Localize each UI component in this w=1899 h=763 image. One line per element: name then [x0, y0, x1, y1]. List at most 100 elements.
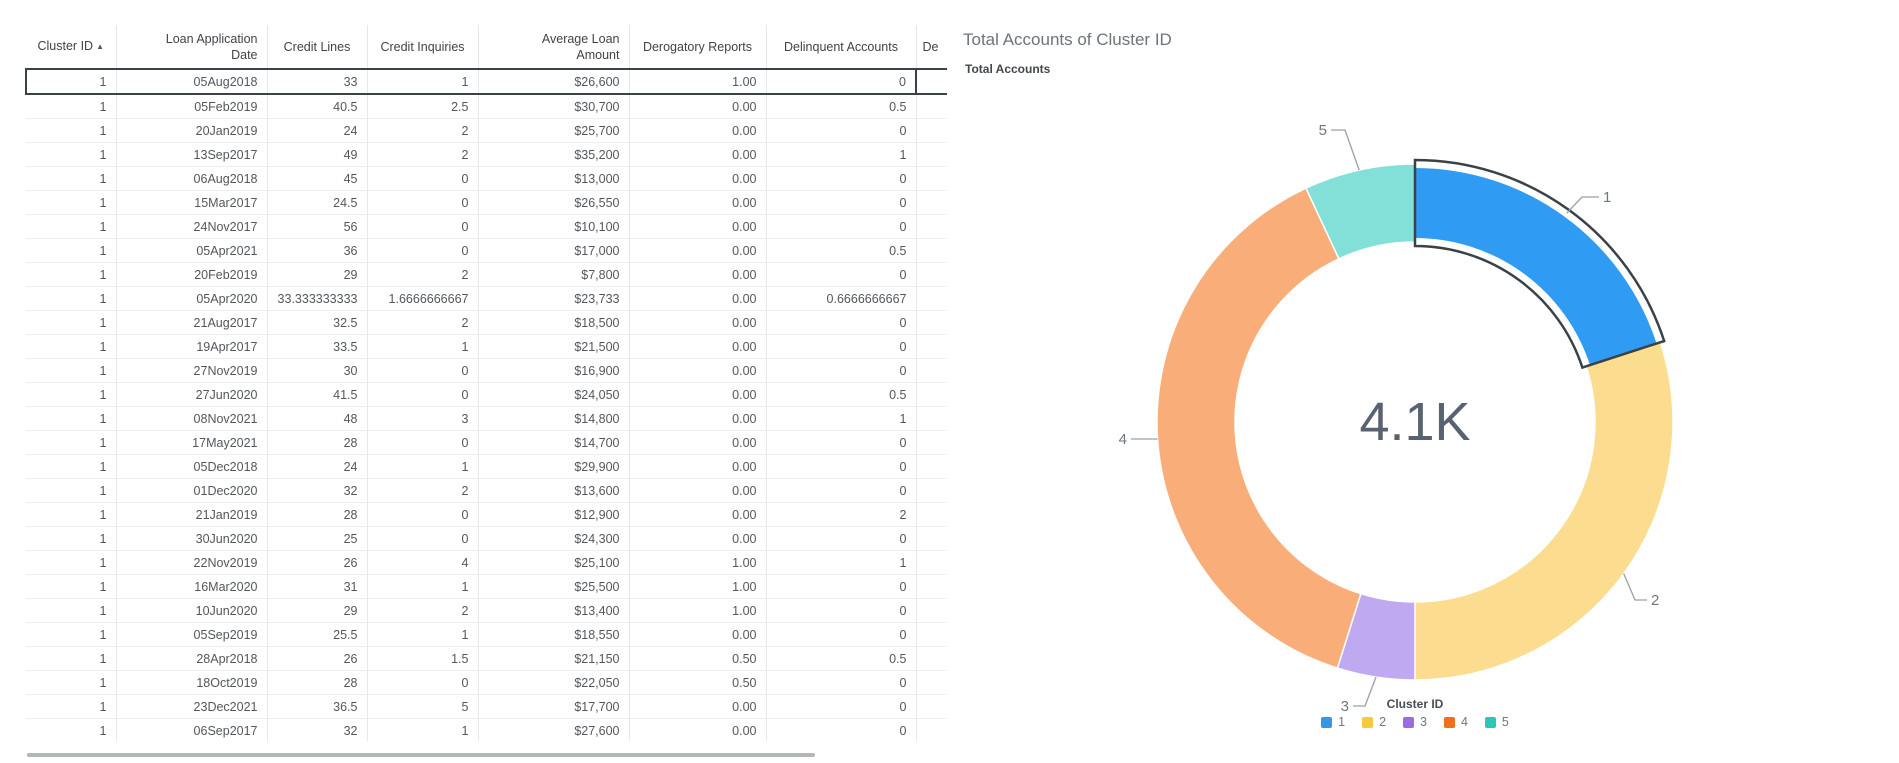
table-cell[interactable]: 28: [267, 670, 368, 695]
table-row[interactable]: 1 21Jan2019 28 0 $12,900 0.00 2: [26, 502, 947, 527]
table-row[interactable]: 1 19Apr2017 33.5 1 $21,500 0.00 0: [26, 334, 947, 359]
table-cell[interactable]: 20Feb2019: [116, 262, 268, 287]
table-cell[interactable]: [916, 262, 947, 287]
table-cell[interactable]: [916, 142, 947, 167]
table-cell[interactable]: [916, 550, 947, 575]
table-cell[interactable]: 29: [267, 262, 368, 287]
legend-item-5[interactable]: 5: [1484, 715, 1509, 729]
table-cell[interactable]: $7,800: [478, 262, 630, 287]
table-cell[interactable]: 20Jan2019: [116, 118, 268, 143]
table-cell[interactable]: 23Dec2021: [116, 694, 268, 719]
table-row[interactable]: 1 17May2021 28 0 $14,700 0.00 0: [26, 430, 947, 455]
table-row[interactable]: 1 13Sep2017 49 2 $35,200 0.00 1: [26, 142, 947, 167]
table-row[interactable]: 1 27Jun2020 41.5 0 $24,050 0.00 0.5: [26, 382, 947, 407]
table-row[interactable]: 1 23Dec2021 36.5 5 $17,700 0.00 0: [26, 694, 947, 719]
table-cell[interactable]: 0: [766, 670, 917, 695]
table-cell[interactable]: 0: [766, 118, 917, 143]
table-cell[interactable]: $14,800: [478, 406, 630, 431]
table-cell[interactable]: 45: [267, 166, 368, 191]
table-row[interactable]: 1 21Aug2017 32.5 2 $18,500 0.00 0: [26, 310, 947, 335]
table-cell[interactable]: $14,700: [478, 430, 630, 455]
table-cell[interactable]: $17,000: [478, 238, 630, 263]
table-cell[interactable]: 4: [367, 550, 479, 575]
table-cell[interactable]: 24Nov2017: [116, 214, 268, 239]
table-cell[interactable]: 0.00: [629, 286, 767, 311]
table-cell[interactable]: 0: [766, 262, 917, 287]
table-cell[interactable]: 06Aug2018: [116, 166, 268, 191]
table-cell[interactable]: 1.00: [629, 550, 767, 575]
table-cell[interactable]: 0.00: [629, 694, 767, 719]
table-cell[interactable]: [916, 190, 947, 215]
table-cell[interactable]: 2: [367, 142, 479, 167]
table-cell[interactable]: 1.00: [629, 574, 767, 599]
table-cell[interactable]: 0.00: [629, 622, 767, 647]
table-cell[interactable]: [916, 214, 947, 239]
table-cell[interactable]: 08Nov2021: [116, 406, 268, 431]
table-cell[interactable]: 0: [367, 190, 479, 215]
table-cell[interactable]: 1: [26, 670, 117, 695]
table-cell[interactable]: 0.00: [629, 310, 767, 335]
table-row[interactable]: 1 24Nov2017 56 0 $10,100 0.00 0: [26, 214, 947, 239]
donut-slice-2[interactable]: [1414, 341, 1674, 681]
table-cell[interactable]: 1: [25, 68, 117, 95]
table-cell[interactable]: 1.00: [629, 68, 767, 95]
legend-item-2[interactable]: 2: [1362, 715, 1386, 729]
table-cell[interactable]: 01Dec2020: [116, 478, 268, 503]
table-cell[interactable]: [916, 406, 947, 431]
table-cell[interactable]: 56: [267, 214, 368, 239]
table-cell[interactable]: $25,500: [478, 574, 630, 599]
table-cell[interactable]: 0.5: [766, 94, 917, 119]
table-cell[interactable]: 1: [26, 598, 117, 623]
table-cell[interactable]: 24: [267, 454, 368, 479]
table-cell[interactable]: 0: [766, 478, 917, 503]
table-cell[interactable]: 1: [26, 94, 117, 119]
table-cell[interactable]: 0.00: [629, 190, 767, 215]
table-cell[interactable]: 25.5: [267, 622, 368, 647]
table-cell[interactable]: [916, 670, 947, 695]
table-cell[interactable]: 40.5: [267, 94, 368, 119]
table-cell[interactable]: 2: [367, 478, 479, 503]
legend-item-4[interactable]: 4: [1443, 715, 1468, 729]
table-cell[interactable]: 1: [26, 118, 117, 143]
table-cell[interactable]: 0.5: [766, 646, 917, 671]
table-cell[interactable]: 2: [367, 598, 479, 623]
table-cell[interactable]: 1: [26, 430, 117, 455]
table-cell[interactable]: 0: [367, 502, 479, 527]
table-cell[interactable]: 0: [766, 190, 917, 215]
table-cell[interactable]: 33.5: [267, 334, 368, 359]
table-cell[interactable]: [916, 430, 947, 455]
table-cell[interactable]: 0.00: [629, 454, 767, 479]
table-cell[interactable]: 18Oct2019: [116, 670, 268, 695]
table-cell[interactable]: $25,100: [478, 550, 630, 575]
table-cell[interactable]: 1: [26, 478, 117, 503]
horizontal-scrollbar-thumb[interactable]: [27, 753, 815, 757]
table-cell[interactable]: [916, 94, 947, 119]
table-cell[interactable]: [916, 718, 947, 741]
table-cell[interactable]: 05Sep2019: [116, 622, 268, 647]
table-cell[interactable]: 22Nov2019: [116, 550, 268, 575]
table-row[interactable]: 1 05Dec2018 24 1 $29,900 0.00 0: [26, 454, 947, 479]
table-cell[interactable]: 21Aug2017: [116, 310, 268, 335]
table-cell[interactable]: $23,733: [478, 286, 630, 311]
table-cell[interactable]: 1: [26, 574, 117, 599]
table-cell[interactable]: 0.00: [629, 118, 767, 143]
table-row[interactable]: 1 06Aug2018 45 0 $13,000 0.00 0: [26, 166, 947, 191]
table-cell[interactable]: $16,900: [478, 358, 630, 383]
table-cell[interactable]: 13Sep2017: [116, 142, 268, 167]
column-header-derogatory-reports[interactable]: Derogatory Reports: [629, 25, 767, 70]
table-cell[interactable]: 0.00: [629, 262, 767, 287]
column-header-credit-lines[interactable]: Credit Lines: [267, 25, 368, 70]
table-cell[interactable]: [916, 646, 947, 671]
table-cell[interactable]: 2.5: [367, 94, 479, 119]
table-cell[interactable]: 27Nov2019: [116, 358, 268, 383]
donut-slice-4[interactable]: [1156, 187, 1362, 670]
table-cell[interactable]: [916, 118, 947, 143]
table-cell[interactable]: 1: [26, 454, 117, 479]
table-row-selected[interactable]: 1 05Aug2018 33 1 $26,600 1.00 0: [25, 68, 947, 95]
table-cell[interactable]: 0.00: [629, 502, 767, 527]
table-cell[interactable]: 33: [267, 68, 368, 95]
table-cell[interactable]: $21,500: [478, 334, 630, 359]
table-cell[interactable]: 1: [26, 526, 117, 551]
legend-item-1[interactable]: 1: [1321, 715, 1345, 729]
table-cell[interactable]: 1: [26, 718, 117, 741]
